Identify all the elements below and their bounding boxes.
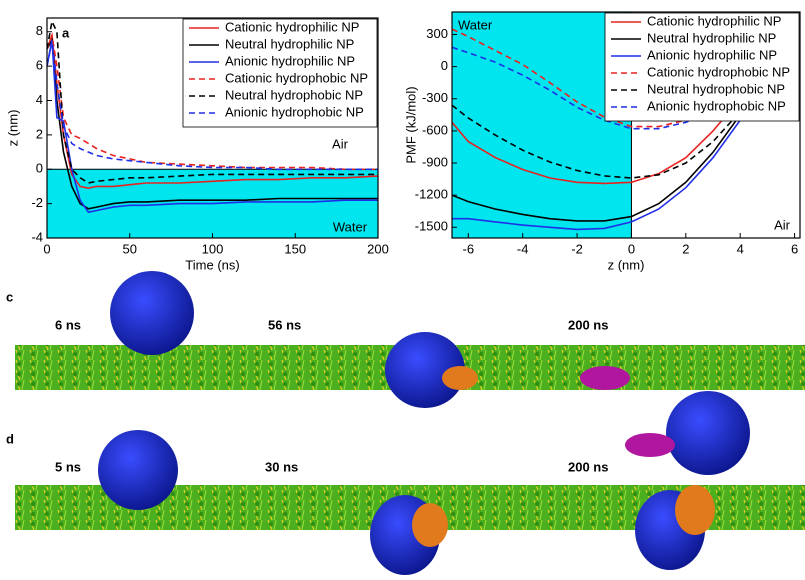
time-label: 6 ns bbox=[55, 317, 81, 332]
plot-frame bbox=[451, 11, 801, 239]
x-tick-label: 2 bbox=[682, 241, 689, 256]
region-label: Water bbox=[333, 219, 368, 234]
region-label: Air bbox=[774, 217, 791, 232]
legend-label: Neutral hydrophobic NP bbox=[647, 81, 785, 96]
panel-letter: d bbox=[6, 431, 14, 446]
y-tick-label: -300 bbox=[422, 90, 448, 105]
legend-label: Cationic hydrophilic NP bbox=[225, 19, 359, 34]
time-label: 30 ns bbox=[265, 459, 298, 474]
legend-label: Neutral hydrophilic NP bbox=[647, 30, 776, 45]
x-tick-label: -4 bbox=[517, 241, 529, 256]
region-label: Air bbox=[332, 136, 349, 151]
chart: -6 -4 -2 0 2 4 6 -1500 -1200 -900 -600 -300 0 300 z (n… bbox=[403, 11, 801, 272]
legend-label: Neutral hydrophilic NP bbox=[225, 36, 354, 51]
x-tick-label: 200 bbox=[367, 241, 389, 256]
y-tick-label: 0 bbox=[441, 58, 448, 73]
x-axis-title: Time (ns) bbox=[185, 257, 239, 272]
region-label: Water bbox=[458, 17, 493, 32]
time-label: 56 ns bbox=[268, 317, 301, 332]
x-tick-label: 4 bbox=[737, 241, 744, 256]
snapshot-images bbox=[15, 271, 805, 575]
y-axis-title: PMF (kJ/mol) bbox=[403, 86, 418, 163]
nanoparticle bbox=[666, 391, 750, 475]
y-tick-label: -2 bbox=[31, 195, 43, 210]
x-axis-title: z (nm) bbox=[608, 257, 645, 272]
legend-label: Anionic hydrophilic NP bbox=[647, 47, 777, 62]
x-tick-label: 150 bbox=[284, 241, 306, 256]
lipid-cluster bbox=[442, 366, 478, 390]
series-line bbox=[47, 32, 378, 171]
time-label: 5 ns bbox=[55, 459, 81, 474]
lipid-cluster bbox=[580, 366, 630, 390]
legend-label: Anionic hydrophobic NP bbox=[647, 98, 786, 113]
y-axis-title: z (nm) bbox=[5, 110, 20, 147]
legend-label: Cationic hydrophobic NP bbox=[647, 64, 790, 79]
nanoparticle bbox=[110, 271, 194, 355]
time-label: 200 ns bbox=[568, 317, 608, 332]
y-tick-label: 0 bbox=[36, 161, 43, 176]
panel-letter: c bbox=[6, 289, 13, 304]
series-line bbox=[47, 37, 378, 210]
series-line bbox=[452, 65, 782, 231]
chart: 0 50 100 150 200 -4 -2 0 2 4 6 8 Time (ns) z (nm) a Air… bbox=[5, 17, 389, 272]
x-tick-label: 100 bbox=[202, 241, 224, 256]
nanoparticle bbox=[98, 430, 178, 510]
legend-label: Neutral hydrophobic NP bbox=[225, 87, 363, 102]
lipid-cluster bbox=[412, 503, 448, 547]
panel-letter: a bbox=[62, 25, 70, 40]
series-line bbox=[452, 46, 782, 130]
legend-label: Anionic hydrophobic NP bbox=[225, 104, 364, 119]
y-tick-label: -1200 bbox=[415, 187, 448, 202]
legend-label: Anionic hydrophilic NP bbox=[225, 53, 355, 68]
y-tick-label: -1500 bbox=[415, 219, 448, 234]
y-tick-label: 2 bbox=[36, 126, 43, 141]
x-tick-label: 0 bbox=[628, 241, 635, 256]
y-tick-label: 8 bbox=[36, 23, 43, 38]
time-label: 200 ns bbox=[568, 459, 608, 474]
legend-box bbox=[604, 12, 800, 122]
y-tick-label: 6 bbox=[36, 58, 43, 73]
y-tick-label: 4 bbox=[36, 92, 43, 107]
x-tick-label: 6 bbox=[791, 241, 798, 256]
x-tick-label: 0 bbox=[43, 241, 50, 256]
lipid-cluster bbox=[625, 433, 675, 457]
legend-label: Cationic hydrophilic NP bbox=[647, 13, 781, 28]
series-line bbox=[47, 40, 378, 171]
x-tick-label: 50 bbox=[123, 241, 137, 256]
legend-label: Cationic hydrophobic NP bbox=[225, 70, 368, 85]
x-tick-label: -2 bbox=[571, 241, 583, 256]
y-tick-label: 300 bbox=[426, 26, 448, 41]
y-tick-label: -900 bbox=[422, 154, 448, 169]
water-region bbox=[452, 12, 632, 238]
y-tick-label: -4 bbox=[31, 229, 43, 244]
legend-box bbox=[182, 18, 378, 128]
x-tick-label: -6 bbox=[463, 241, 475, 256]
nanoparticle bbox=[385, 332, 465, 408]
lipid-cluster bbox=[675, 485, 715, 535]
y-tick-label: -600 bbox=[422, 122, 448, 137]
series-line bbox=[47, 40, 378, 214]
